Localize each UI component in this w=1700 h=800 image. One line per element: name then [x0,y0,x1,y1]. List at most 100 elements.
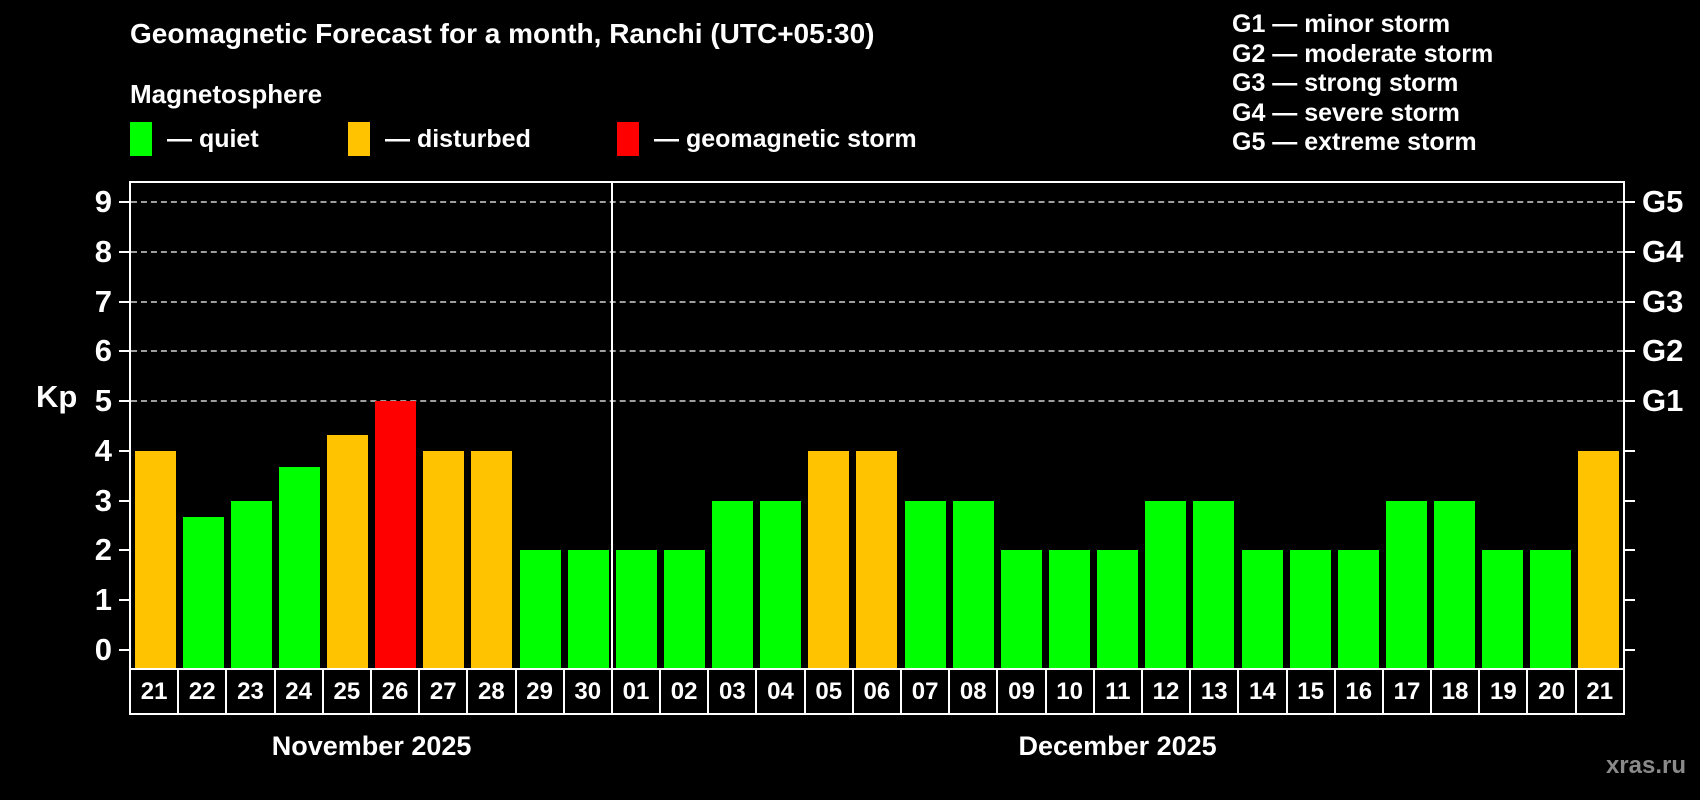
y-tick-label: 7 [94,283,112,319]
y-axis-tick [119,449,131,452]
storm-color-swatch [617,122,639,156]
date-cell: 04 [755,668,806,715]
gscale-legend-g3: G3 — strong storm [1232,69,1459,97]
kp-bar [1482,550,1524,668]
date-cell: 15 [1285,668,1336,715]
date-cell: 02 [659,668,710,715]
month-label: November 2025 [271,731,472,761]
date-cell: 11 [1092,668,1143,715]
date-cell: 10 [1044,668,1095,715]
gscale-legend-g5: G5 — extreme storm [1232,128,1477,156]
kp-bar [567,550,609,668]
g-axis-tick [1623,300,1635,303]
month-label: December 2025 [1018,731,1217,761]
g-axis-tick [1623,599,1635,602]
gscale-legend-g1: G1 — minor storm [1232,10,1451,38]
date-cell: 25 [321,668,372,715]
y-axis-tick [119,499,131,502]
g-axis-tick [1623,200,1635,203]
y-axis-tick [119,649,131,651]
quiet-color-swatch [130,122,152,156]
kp-bar [1000,550,1042,668]
y-tick-label: 0 [94,632,112,667]
y-axis-tick [119,350,131,353]
g-axis-tick [1623,400,1635,403]
date-cell: 20 [1526,668,1577,715]
kp-bar [134,450,176,668]
date-axis: 21 22 23 24 25 26 27 28 29 30 01 02 03 04 05 06 07 08 09 10… [129,668,1625,715]
g-axis-tick [1623,250,1635,253]
kp-bar [1337,550,1379,668]
kp-bar [375,401,417,668]
kp-bar [1145,500,1187,668]
gscale-legend-g4: G4 — severe storm [1232,98,1460,127]
date-cell: 08 [948,668,999,715]
date-cell: 21 [129,668,180,715]
kp-bar [471,450,513,668]
date-cell: 28 [466,668,517,715]
legend-label-disturbed: — disturbed [385,124,531,153]
y-tick-label: 2 [94,532,112,568]
kp-bar [423,450,465,668]
date-cell: 16 [1333,668,1384,715]
kp-bar [278,467,320,668]
legend-label-quiet: — quiet [167,124,259,153]
kp-bar [327,434,369,668]
legend-item-quiet: — quiet [130,121,259,157]
date-cell: 21 [1574,668,1625,715]
kp-gridline [131,300,1623,303]
date-cell: 27 [418,668,469,715]
kp-bar [663,550,705,668]
date-cell: 19 [1478,668,1529,715]
date-cell: 05 [803,668,854,715]
kp-bar [856,450,898,668]
y-tick-label: 1 [94,582,112,618]
y-tick-label: 6 [94,333,112,369]
g-axis-tick [1623,499,1635,502]
chart-subtitle: Magnetosphere [130,79,323,109]
y-tick-label: 4 [94,432,112,468]
kp-bar [1385,500,1427,668]
kp-bar [519,550,561,668]
date-cell: 24 [273,668,324,715]
legend-label-storm: — geomagnetic storm [654,124,917,153]
watermark: xras.ru [1605,752,1686,779]
kp-gridline [131,200,1623,203]
y-axis-tick [119,400,131,403]
kp-bar [952,500,994,668]
g-scale-label: G3 [1642,283,1684,319]
g-scale-label: G4 [1642,233,1684,269]
date-cell: 06 [851,668,902,715]
chart-title: Geomagnetic Forecast for a month, Ranchi… [130,18,875,49]
gscale-legend-g2: G2 — moderate storm [1232,39,1494,68]
legend-item-storm: — geomagnetic storm [617,121,917,157]
y-axis-tick [119,250,131,253]
kp-bar [1193,500,1235,668]
kp-bar [712,500,754,668]
g-axis-tick [1623,449,1635,452]
g-axis-tick [1623,549,1635,552]
kp-bar [904,500,946,668]
y-axis-tick [119,599,131,602]
kp-bar [230,500,272,668]
kp-gridline [131,350,1623,353]
y-tick-label: 5 [94,383,112,419]
kp-bar [808,450,850,668]
date-cell: 09 [996,668,1047,715]
kp-bar [1049,550,1091,668]
legend-item-disturbed: — disturbed [348,121,531,157]
kp-bar [1434,500,1476,668]
month-divider [611,183,614,668]
g-axis-tick [1623,649,1635,651]
date-cell: 13 [1189,668,1240,715]
y-axis-title: Kp [36,379,78,414]
y-axis-tick [119,300,131,303]
date-cell: 23 [225,668,276,715]
y-tick-label: 8 [94,233,112,269]
date-cell: 30 [562,668,613,715]
g-axis-tick [1623,350,1635,353]
date-cell: 12 [1140,668,1192,715]
g-scale-label: G1 [1642,383,1684,419]
kp-bar [1289,550,1331,668]
date-cell: 01 [610,668,662,715]
